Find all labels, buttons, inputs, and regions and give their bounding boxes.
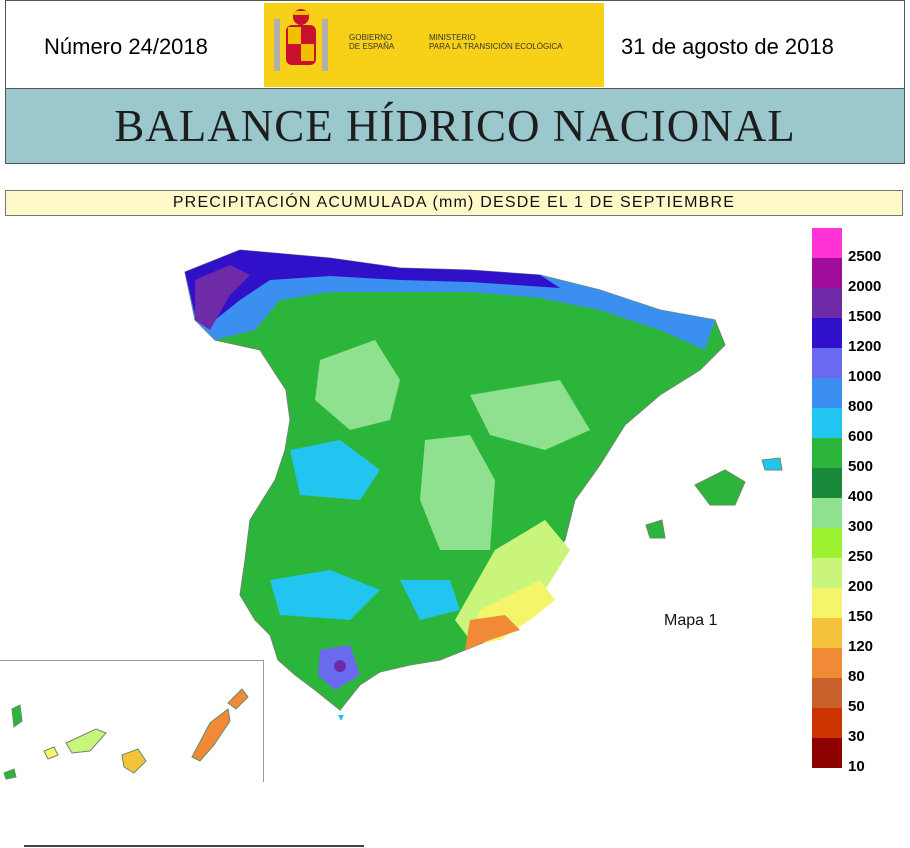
government-logo: GOBIERNO DE ESPAÑA MINISTERIO PARA LA TR… (264, 3, 604, 87)
legend-swatch (812, 468, 842, 498)
legend-swatch (812, 618, 842, 648)
la-palma-island (11, 704, 23, 728)
issue-number: Número 24/2018 (44, 34, 208, 59)
legend-swatch (812, 348, 842, 378)
legend-label: 1000 (848, 368, 882, 385)
legend-label: 2500 (848, 248, 882, 265)
ibiza-island (645, 519, 666, 539)
legend-swatch (812, 528, 842, 558)
legend-swatch (812, 288, 842, 318)
legend-swatch (812, 228, 842, 258)
mallorca-island (694, 469, 746, 506)
legend-label: 30 (848, 728, 865, 745)
almeria-arid-zone (465, 615, 520, 650)
lanzarote-island (227, 688, 249, 710)
central-dry-zone-3 (420, 435, 495, 550)
tenerife-island (65, 728, 107, 754)
legend-label: 120 (848, 638, 874, 655)
legend-swatch (812, 498, 842, 528)
menorca-island (761, 457, 783, 471)
legend-label: 80 (848, 668, 865, 685)
legend-swatch (812, 558, 842, 588)
la-gomera-island (43, 746, 59, 760)
page-title: BALANCE HÍDRICO NACIONAL (114, 101, 796, 151)
legend-swatch (812, 738, 842, 768)
central-wet-zone (400, 580, 460, 620)
legend-label: 2000 (848, 278, 882, 295)
legend-label: 50 (848, 698, 865, 715)
legend-swatch (812, 588, 842, 618)
legend-label: 300 (848, 518, 874, 535)
legend-swatch (812, 408, 842, 438)
legend-swatch (812, 378, 842, 408)
legend-swatch (812, 438, 842, 468)
central-dry-zone-2 (470, 380, 590, 450)
central-dry-zone-1 (315, 340, 400, 430)
southwest-wet-zone (270, 570, 380, 620)
page-title-band: BALANCE HÍDRICO NACIONAL (5, 88, 905, 164)
legend-label: 500 (848, 458, 874, 475)
west-wet-zone (290, 440, 380, 500)
map-subtitle: PRECIPITACIÓN ACUMULADA (mm) DESDE EL 1 … (5, 190, 903, 216)
legend-label: 800 (848, 398, 874, 415)
legend-swatch (812, 258, 842, 288)
legend-label: 250 (848, 548, 874, 565)
galicia-purple-zone (195, 265, 250, 330)
precipitation-map (184, 249, 783, 720)
gran-canaria-island (121, 748, 147, 774)
issue-date: 31 de agosto de 2018 (621, 34, 834, 59)
footer-divider (24, 845, 364, 847)
legend-swatch (812, 648, 842, 678)
bulletin-header: Número 24/2018 GOBIERNO DE ESPAÑA MINIST… (5, 0, 905, 88)
legend-label: 600 (848, 428, 874, 445)
canary-islands-inset (0, 660, 264, 782)
coat-of-arms-icon (274, 9, 328, 71)
legend-swatch (812, 708, 842, 738)
legend-label: 200 (848, 578, 874, 595)
northwest-heavy-zone (185, 250, 560, 320)
legend-label: 10 (848, 758, 865, 775)
el-hierro-island (3, 768, 17, 780)
legend-swatch (812, 318, 842, 348)
fuerteventura-island (191, 708, 231, 762)
ceuta-marker (338, 715, 344, 720)
cadiz-peak (334, 660, 346, 672)
legend-label: 1200 (848, 338, 882, 355)
legend-label: 1500 (848, 308, 882, 325)
logo-text-gobierno: GOBIERNO DE ESPAÑA (349, 33, 395, 51)
legend-swatch (812, 678, 842, 708)
legend-label: 400 (848, 488, 874, 505)
map-label: Mapa 1 (664, 612, 718, 629)
legend-label: 150 (848, 608, 874, 625)
logo-text-ministerio: MINISTERIO PARA LA TRANSICIÓN ECOLÓGICA (429, 33, 563, 51)
